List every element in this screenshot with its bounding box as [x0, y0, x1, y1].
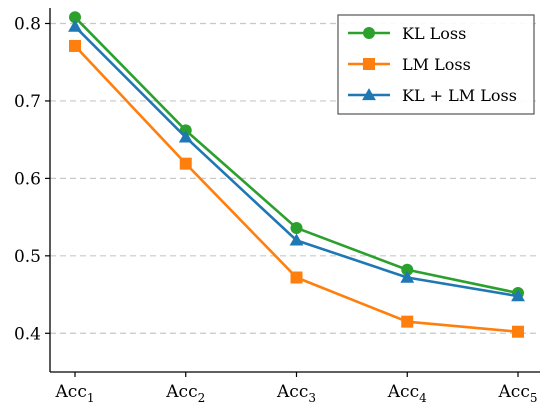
data-point: [511, 289, 525, 302]
data-point: [401, 315, 414, 328]
y-tick-label: 0.7: [14, 92, 41, 112]
data-point: [178, 130, 193, 143]
series: [68, 11, 525, 338]
legend-marker: [362, 88, 376, 101]
tick-labels: 0.4 0.5 0.6 0.7 0.8 Acc1 Acc2 Acc3 Acc4 Acc5: [14, 14, 538, 405]
y-tick-label: 0.6: [14, 169, 41, 189]
data-point: [401, 263, 414, 276]
data-point: [69, 39, 81, 52]
axes: [49, 8, 540, 373]
legend-item: LM Loss: [348, 55, 471, 74]
legend: KL Loss LM Loss KL + LM Loss: [337, 14, 535, 115]
data-point: [69, 11, 81, 24]
data-point: [289, 233, 304, 246]
data-point: [290, 271, 303, 284]
grid-lines: [50, 22, 540, 334]
series-kl-loss: [69, 11, 524, 300]
y-tick-label: 0.8: [14, 14, 41, 34]
legend-item: KL Loss: [348, 24, 466, 43]
data-point: [512, 325, 524, 338]
x-tick-label: Acc3: [276, 382, 316, 405]
legend-label: LM Loss: [402, 55, 471, 74]
data-point: [290, 221, 303, 234]
series-kl-lm-loss: [68, 19, 525, 302]
x-tick-label: Acc2: [165, 382, 205, 405]
y-tick-label: 0.5: [14, 247, 41, 267]
legend-item: KL + LM Loss: [348, 86, 517, 105]
data-point: [179, 157, 192, 170]
x-tick-label: Acc1: [55, 382, 95, 405]
legend-label: KL Loss: [402, 24, 466, 43]
legend-marker: [363, 27, 375, 39]
series-lm-loss: [69, 39, 524, 338]
legend-label: KL + LM Loss: [402, 86, 517, 105]
data-point: [400, 270, 415, 283]
y-tick-label: 0.4: [14, 324, 41, 344]
data-point: [68, 19, 82, 32]
x-tick-label: Acc4: [387, 382, 427, 405]
x-tick-label: Acc5: [498, 382, 538, 405]
legend-marker: [363, 58, 375, 70]
